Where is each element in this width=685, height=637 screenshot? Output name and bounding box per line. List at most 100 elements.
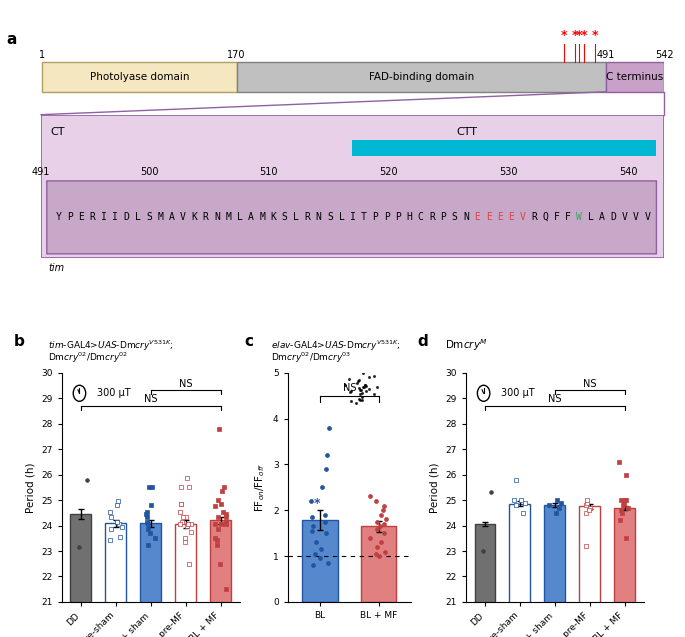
Point bbox=[543, 500, 554, 510]
Text: E: E bbox=[497, 211, 503, 222]
Text: V: V bbox=[633, 211, 639, 222]
Bar bbox=[361, 526, 397, 602]
Text: tim: tim bbox=[48, 262, 64, 273]
Point bbox=[371, 496, 382, 506]
Point bbox=[186, 527, 197, 537]
FancyBboxPatch shape bbox=[606, 62, 664, 92]
Point bbox=[556, 497, 566, 508]
Text: R: R bbox=[305, 211, 310, 222]
Text: 530: 530 bbox=[499, 168, 518, 177]
Text: L: L bbox=[338, 211, 345, 222]
Point bbox=[211, 534, 222, 545]
Point bbox=[342, 554, 353, 564]
Point bbox=[509, 495, 520, 505]
Point bbox=[584, 503, 595, 513]
Point bbox=[116, 522, 127, 532]
Point bbox=[376, 537, 387, 547]
Text: N: N bbox=[214, 211, 220, 222]
Text: E: E bbox=[78, 211, 84, 222]
Point bbox=[478, 546, 489, 556]
Point bbox=[378, 501, 389, 511]
Text: $\it{elav}$-GAL4>$\it{UAS}$-Dm$\it{cry}$$^{V531K}$;: $\it{elav}$-GAL4>$\it{UAS}$-Dm$\it{cry}$… bbox=[271, 339, 400, 353]
Point bbox=[350, 551, 361, 561]
Point bbox=[176, 499, 187, 509]
Text: S: S bbox=[282, 211, 288, 222]
Point bbox=[323, 558, 334, 568]
FancyBboxPatch shape bbox=[42, 62, 236, 92]
Point bbox=[175, 519, 186, 529]
FancyBboxPatch shape bbox=[236, 62, 606, 92]
Text: A: A bbox=[169, 211, 175, 222]
Point bbox=[149, 533, 160, 543]
Text: Dm$\it{cry}$$^{02}$/Dm$\it{cry}$$^{03}$: Dm$\it{cry}$$^{02}$/Dm$\it{cry}$$^{03}$ bbox=[271, 350, 351, 364]
Text: E: E bbox=[508, 211, 514, 222]
Text: R: R bbox=[203, 211, 208, 222]
FancyBboxPatch shape bbox=[41, 115, 664, 258]
Text: I: I bbox=[350, 211, 356, 222]
Point bbox=[311, 537, 322, 547]
Point bbox=[113, 496, 124, 506]
Text: F: F bbox=[565, 211, 571, 222]
Point bbox=[140, 509, 151, 519]
Bar bbox=[175, 524, 196, 637]
Text: S: S bbox=[452, 211, 458, 222]
Point bbox=[584, 505, 595, 515]
Point bbox=[379, 547, 390, 557]
Text: *: * bbox=[561, 29, 568, 42]
Text: N: N bbox=[463, 211, 469, 222]
Text: 491: 491 bbox=[597, 50, 615, 60]
Point bbox=[306, 496, 317, 506]
Bar bbox=[302, 520, 338, 602]
Y-axis label: Period (h): Period (h) bbox=[25, 462, 36, 513]
Text: H: H bbox=[406, 211, 412, 222]
FancyBboxPatch shape bbox=[47, 181, 656, 254]
Point bbox=[306, 526, 317, 536]
Text: N: N bbox=[316, 211, 322, 222]
Point bbox=[619, 497, 630, 508]
Text: 540: 540 bbox=[619, 168, 638, 177]
Text: I: I bbox=[101, 211, 106, 222]
Point bbox=[580, 508, 591, 518]
Text: P: P bbox=[440, 211, 447, 222]
Point bbox=[147, 482, 158, 492]
Text: P: P bbox=[66, 211, 73, 222]
Point bbox=[213, 524, 224, 534]
Point bbox=[581, 541, 592, 551]
Point bbox=[371, 542, 382, 552]
Point bbox=[145, 500, 156, 510]
Text: 500: 500 bbox=[140, 168, 158, 177]
Point bbox=[553, 503, 564, 513]
Point bbox=[307, 512, 318, 522]
Text: P: P bbox=[384, 211, 390, 222]
Point bbox=[112, 500, 123, 510]
Text: M: M bbox=[259, 211, 265, 222]
Bar bbox=[140, 524, 161, 637]
Point bbox=[348, 552, 359, 562]
Point bbox=[184, 482, 195, 492]
Y-axis label: Period (h): Period (h) bbox=[429, 462, 440, 513]
Point bbox=[614, 515, 625, 526]
Text: FAD-binding domain: FAD-binding domain bbox=[369, 72, 474, 82]
Text: F: F bbox=[553, 211, 560, 222]
Point bbox=[179, 533, 190, 543]
Point bbox=[221, 509, 232, 519]
Point bbox=[321, 528, 332, 538]
Text: V: V bbox=[645, 211, 650, 222]
Point bbox=[356, 552, 366, 562]
Text: L: L bbox=[293, 211, 299, 222]
Point bbox=[357, 554, 368, 564]
Point bbox=[321, 450, 332, 461]
Point bbox=[351, 554, 362, 564]
Text: A: A bbox=[599, 211, 605, 222]
Point bbox=[106, 524, 117, 534]
Point bbox=[182, 519, 193, 529]
Point bbox=[105, 506, 116, 517]
Text: C: C bbox=[418, 211, 424, 222]
Point bbox=[221, 512, 232, 522]
Point bbox=[345, 555, 356, 565]
Text: D: D bbox=[610, 211, 616, 222]
Text: 300 μT: 300 μT bbox=[501, 389, 535, 398]
Text: 491: 491 bbox=[32, 168, 50, 177]
Y-axis label: FF$_{on}$/FF$_{off}$: FF$_{on}$/FF$_{off}$ bbox=[253, 462, 267, 512]
Text: a: a bbox=[7, 32, 17, 47]
